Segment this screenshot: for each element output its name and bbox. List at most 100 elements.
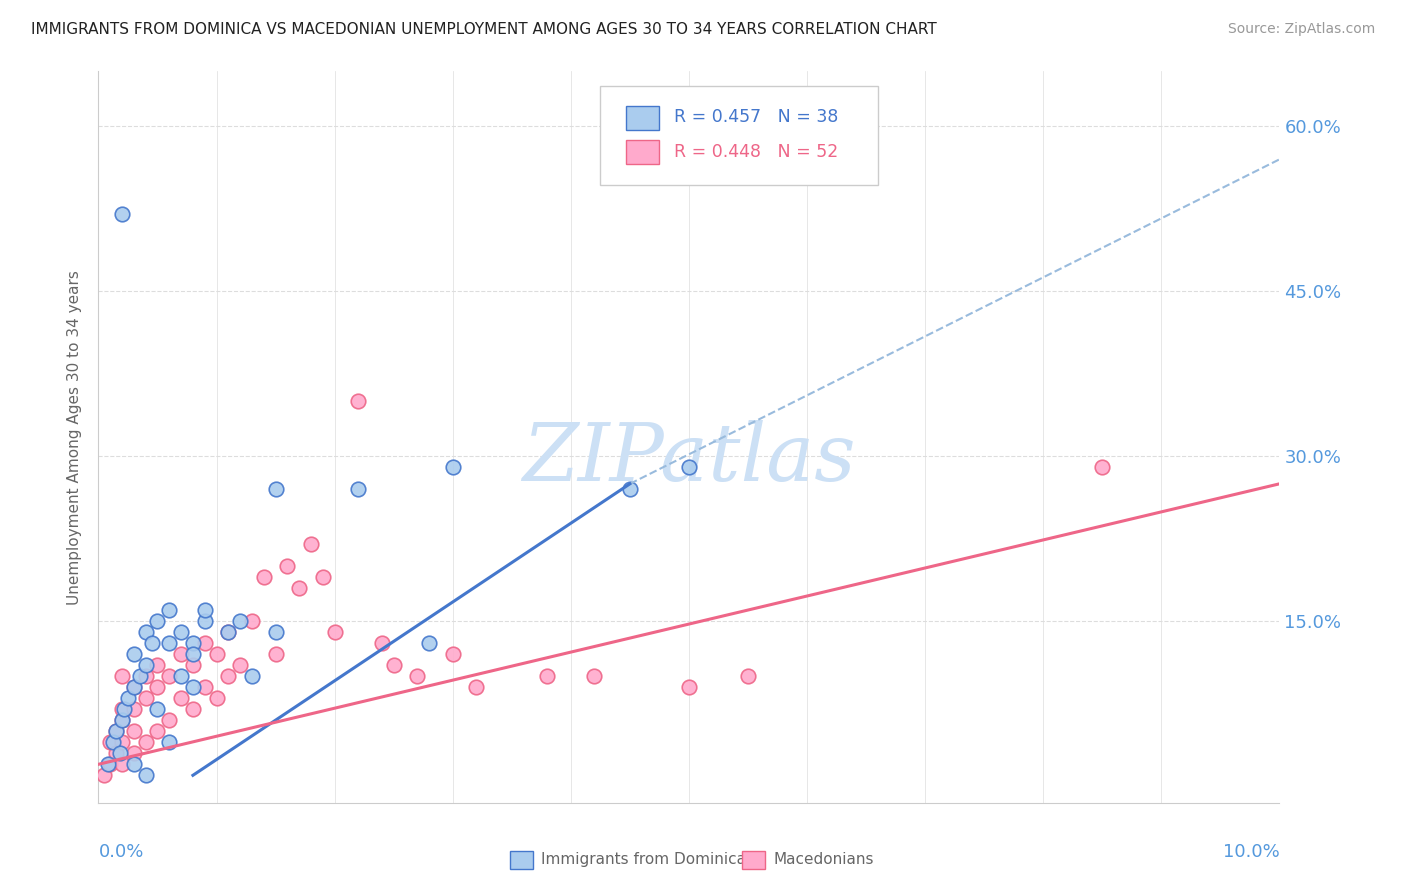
Point xyxy=(111,735,134,749)
Point xyxy=(737,669,759,683)
Point xyxy=(105,724,128,739)
Point xyxy=(299,537,322,551)
Point xyxy=(111,714,134,728)
Point xyxy=(194,681,217,695)
Point xyxy=(406,669,429,683)
Point xyxy=(382,658,405,673)
Point xyxy=(253,570,276,584)
Point xyxy=(441,648,464,662)
Point xyxy=(97,757,120,772)
Point xyxy=(135,691,157,706)
Point xyxy=(678,681,700,695)
Text: 10.0%: 10.0% xyxy=(1223,843,1279,861)
Text: 0.0%: 0.0% xyxy=(98,843,143,861)
Point xyxy=(111,207,134,221)
Point xyxy=(217,669,239,683)
Point xyxy=(157,735,180,749)
Point xyxy=(111,669,134,683)
Point xyxy=(276,559,298,574)
Point xyxy=(135,735,157,749)
Point xyxy=(111,757,134,772)
Point xyxy=(146,702,169,716)
Text: Immigrants from Dominica: Immigrants from Dominica xyxy=(541,853,747,867)
Text: R = 0.448   N = 52: R = 0.448 N = 52 xyxy=(673,143,838,161)
Point xyxy=(157,603,180,617)
Point xyxy=(111,714,134,728)
Point xyxy=(146,658,169,673)
Point xyxy=(141,636,163,650)
Point xyxy=(264,625,287,640)
Point xyxy=(98,735,121,749)
Point xyxy=(122,747,145,761)
Point xyxy=(111,702,134,716)
Point xyxy=(264,483,287,497)
Point xyxy=(371,636,394,650)
Point xyxy=(146,724,169,739)
Point xyxy=(536,669,558,683)
Point xyxy=(418,636,440,650)
Point xyxy=(135,625,157,640)
Point xyxy=(122,681,145,695)
Point xyxy=(217,625,239,640)
Point xyxy=(157,669,180,683)
Point xyxy=(194,603,217,617)
Point xyxy=(619,483,641,497)
Point xyxy=(93,768,115,782)
Point xyxy=(347,483,370,497)
Point xyxy=(181,658,204,673)
Point xyxy=(312,570,335,584)
Point xyxy=(181,702,204,716)
Point xyxy=(157,714,180,728)
Point xyxy=(146,681,169,695)
Point xyxy=(678,460,700,475)
Point xyxy=(101,735,124,749)
Bar xyxy=(626,106,659,130)
Point xyxy=(205,648,228,662)
FancyBboxPatch shape xyxy=(600,86,877,185)
Point xyxy=(108,747,131,761)
Point xyxy=(105,724,128,739)
Point xyxy=(170,648,193,662)
Text: IMMIGRANTS FROM DOMINICA VS MACEDONIAN UNEMPLOYMENT AMONG AGES 30 TO 34 YEARS CO: IMMIGRANTS FROM DOMINICA VS MACEDONIAN U… xyxy=(31,22,936,37)
Point xyxy=(170,691,193,706)
Point xyxy=(181,636,204,650)
Point xyxy=(229,615,252,629)
Point xyxy=(194,636,217,650)
Point xyxy=(122,648,145,662)
Point xyxy=(135,669,157,683)
Point xyxy=(347,394,370,409)
Point xyxy=(240,615,263,629)
Point xyxy=(583,669,606,683)
Point xyxy=(181,648,204,662)
Point xyxy=(122,757,145,772)
Y-axis label: Unemployment Among Ages 30 to 34 years: Unemployment Among Ages 30 to 34 years xyxy=(67,269,83,605)
Point xyxy=(217,625,239,640)
Point xyxy=(264,648,287,662)
Point xyxy=(170,625,193,640)
Point xyxy=(135,768,157,782)
Text: Source: ZipAtlas.com: Source: ZipAtlas.com xyxy=(1227,22,1375,37)
Point xyxy=(98,757,121,772)
Point xyxy=(181,681,204,695)
Point xyxy=(128,669,150,683)
Point xyxy=(1091,460,1114,475)
Text: R = 0.457   N = 38: R = 0.457 N = 38 xyxy=(673,109,838,127)
Point xyxy=(288,582,311,596)
Point xyxy=(146,615,169,629)
Point xyxy=(117,691,139,706)
Point xyxy=(205,691,228,706)
Point xyxy=(194,615,217,629)
Point xyxy=(122,724,145,739)
Point xyxy=(157,636,180,650)
Point xyxy=(170,669,193,683)
Point xyxy=(465,681,488,695)
Text: Macedonians: Macedonians xyxy=(773,853,873,867)
Point xyxy=(105,747,128,761)
Point xyxy=(240,669,263,683)
Point xyxy=(323,625,346,640)
Point xyxy=(441,460,464,475)
Point xyxy=(122,702,145,716)
Point xyxy=(135,658,157,673)
Point xyxy=(229,658,252,673)
Point xyxy=(122,681,145,695)
